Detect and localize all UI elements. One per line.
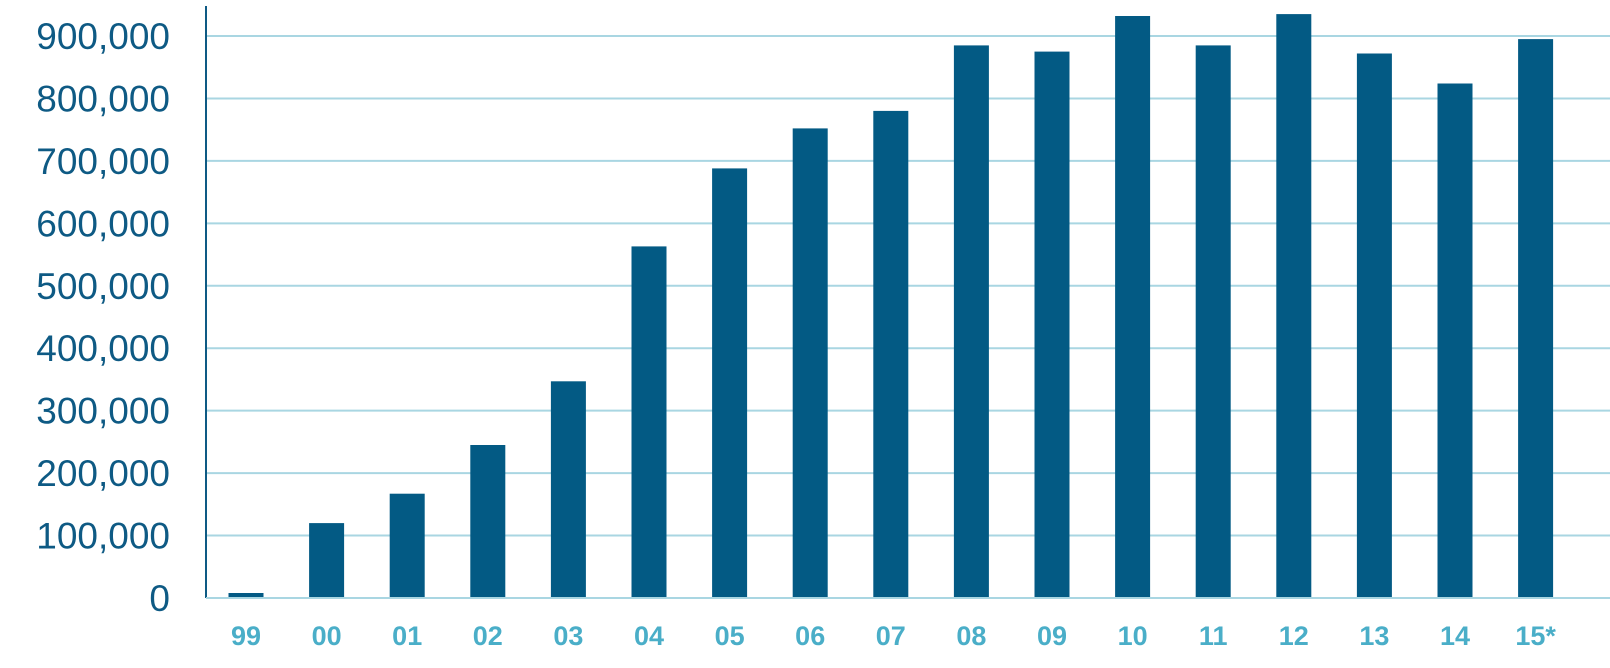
x-tick-label: 03 — [553, 621, 583, 651]
y-tick-label: 800,000 — [36, 78, 170, 119]
y-tick-label: 200,000 — [36, 453, 170, 494]
x-tick-label: 11 — [1199, 621, 1228, 651]
bar-11 — [1195, 45, 1231, 598]
bar-04 — [631, 246, 667, 598]
bar-02 — [470, 445, 506, 598]
bar-09 — [1034, 51, 1070, 599]
bar-14 — [1437, 83, 1473, 598]
x-tick-label: 08 — [956, 621, 986, 651]
bar-13 — [1356, 53, 1392, 598]
x-tick-label: 06 — [795, 621, 825, 651]
x-tick-label: 99 — [231, 621, 261, 651]
bar-03 — [550, 381, 586, 598]
y-tick-label: 600,000 — [36, 203, 170, 244]
y-tick-label: 900,000 — [36, 16, 170, 57]
x-tick-label: 02 — [473, 621, 503, 651]
y-tick-label: 0 — [149, 578, 170, 619]
y-tick-label: 100,000 — [36, 516, 170, 557]
x-tick-label: 14 — [1440, 621, 1470, 651]
x-tick-label: 13 — [1359, 621, 1389, 651]
axes — [205, 6, 1610, 599]
bar-99 — [228, 593, 264, 598]
x-tick-label: 10 — [1118, 621, 1148, 651]
bar-06 — [792, 128, 828, 598]
y-tick-label: 300,000 — [36, 391, 170, 432]
y-tick-label: 400,000 — [36, 328, 170, 369]
bar-05 — [712, 168, 748, 598]
y-tick-label: 500,000 — [36, 266, 170, 307]
bar-07 — [873, 110, 909, 599]
x-tick-label: 12 — [1279, 621, 1309, 651]
y-tick-label: 700,000 — [36, 141, 170, 182]
bar-01 — [389, 493, 425, 598]
x-tick-label: 07 — [876, 621, 906, 651]
bar-10 — [1115, 16, 1151, 598]
x-tick-labels: 99 00 01 02 03 04 05 06 07 08 09 10 11 12 13 14 15* — [231, 621, 1556, 651]
bar-08 — [953, 45, 989, 598]
bars — [228, 14, 1554, 599]
x-tick-label: 15* — [1515, 621, 1556, 651]
x-tick-label: 05 — [715, 621, 745, 651]
bar-00 — [309, 523, 345, 598]
bar-15* — [1518, 39, 1554, 599]
x-tick-label: 04 — [634, 621, 664, 651]
x-tick-label: 00 — [312, 621, 342, 651]
bar-12 — [1276, 14, 1312, 599]
y-tick-labels: 0 100,000 200,000 300,000 400,000 500,000 600,… — [36, 16, 170, 619]
x-tick-label: 01 — [392, 621, 422, 651]
x-tick-label: 09 — [1037, 621, 1067, 651]
